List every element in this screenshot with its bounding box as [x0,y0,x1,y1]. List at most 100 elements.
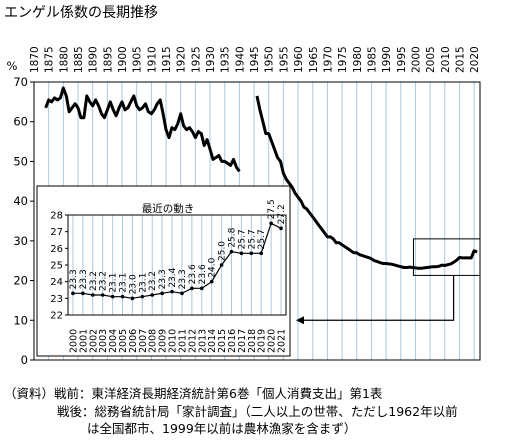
recent-period-highlight-box [412,238,481,276]
inset-x-tick-label: 2006 [128,329,139,353]
inset-data-label: 23.2 [99,271,109,291]
inset-data-label: 23.1 [119,273,129,293]
inset-x-tick-label: 2007 [138,329,149,353]
prewar-series-line [44,86,241,173]
inset-x-tick-label: 2020 [267,329,278,353]
inset-data-point [130,296,135,301]
main-x-tick-label: 1970 [322,46,334,73]
main-x-tick-label: 1900 [117,46,129,73]
inset-data-point [249,251,254,256]
inset-data-label: 23.2 [89,271,99,291]
inset-data-label: 23.1 [138,273,148,293]
main-x-tick-label: 1895 [102,46,114,73]
inset-data-label: 23.0 [128,274,138,294]
main-x-tick-label: 2000 [410,46,422,73]
main-x-tick-label: 2020 [469,46,481,73]
main-x-tick-label: 2015 [454,46,466,73]
inset-data-point [259,251,264,256]
inset-data-label: 23.3 [69,269,79,289]
inset-data-label: 23.6 [188,264,198,284]
main-x-tick-label: 1960 [293,46,305,73]
inset-data-label: 25.7 [247,229,257,249]
recent-trend-inset: 最近の動き20002001200220032004200520062007200… [36,185,291,357]
main-x-tick-label: 1945 [249,46,261,73]
inset-data-label: 25.7 [257,229,267,249]
main-x-tick-label: 1890 [88,46,100,73]
inset-x-tick-label: 2005 [118,329,129,353]
inset-x-tick-label: 2001 [78,329,89,353]
main-x-tick-label: 1870 [29,46,41,73]
main-x-tick-label: 1925 [190,46,202,73]
inset-connector-arrowhead [296,316,304,325]
main-x-tick-label: 1950 [264,46,276,73]
inset-data-point [219,263,224,267]
inset-y-tick-label: 22 [50,311,63,322]
inset-data-label: 23.3 [79,269,89,289]
inset-data-point [170,289,174,294]
inset-data-point [90,293,95,297]
main-x-tick-label: 1920 [176,46,188,73]
inset-data-point [120,294,125,299]
inset-data-point [229,249,234,254]
main-x-tick-label: 1930 [205,46,217,73]
inset-x-tick-label: 2009 [158,329,169,353]
main-y-tick-label: 20 [13,274,28,288]
main-x-tick-label: 1990 [381,46,393,73]
postwar-series-line [255,95,478,270]
inset-data-label: 25.7 [237,229,247,249]
main-y-axis-label: % [7,59,18,73]
inset-data-point [209,279,214,284]
inset-data-label: 23.3 [158,269,168,289]
inset-data-point [190,286,194,291]
inset-frame [36,185,291,357]
main-y-tick-label: 60 [13,115,28,129]
inset-data-label: 24.0 [208,257,218,277]
chart-title: エンゲル係数の長期推移 [4,5,158,21]
main-x-tick-label: 1910 [146,46,158,73]
inset-x-tick-label: 2017 [237,329,248,353]
inset-y-tick-label: 26 [50,244,63,255]
inset-x-tick-label: 2004 [108,329,119,353]
main-x-tick-label: 1940 [234,46,246,73]
inset-x-tick-label: 2021 [277,329,288,353]
inset-y-tick-label: 25 [50,261,63,272]
inset-y-tick-label: 28 [50,211,63,222]
inset-data-point [180,291,184,296]
inset-data-point [279,226,283,231]
main-y-tick-label: 70 [13,75,28,89]
main-x-tick-label: 1955 [278,46,290,73]
inset-data-point [100,293,105,297]
inset-data-point [239,251,244,256]
inset-x-tick-label: 2010 [168,329,179,353]
inset-x-tick-label: 2008 [148,329,159,353]
inset-y-tick-label: 23 [50,294,63,305]
main-y-tick-label: 10 [13,313,28,327]
inset-data-label: 23.1 [109,273,119,293]
inset-data-label: 23.3 [178,269,188,289]
inset-series-line [73,222,282,299]
inset-data-label: 23.2 [148,271,158,291]
main-x-tick-label: 1880 [58,46,70,73]
inset-y-tick-label: 24 [50,277,63,288]
main-x-tick-label: 1935 [220,46,232,73]
main-y-tick-label: 0 [21,353,28,367]
inset-data-label: 23.6 [198,264,208,284]
inset-x-tick-label: 2002 [88,329,99,353]
inset-x-tick-label: 2015 [217,329,228,353]
main-x-tick-label: 1885 [73,46,85,73]
inset-y-tick-label: 27 [50,227,63,238]
inset-data-point [81,291,85,296]
inset-data-label: 25.8 [228,227,238,247]
main-x-tick-label: 1875 [44,46,56,73]
inset-data-label: 27.2 [277,204,287,224]
inset-x-tick-label: 2000 [68,329,79,353]
main-x-tick-label: 1985 [366,46,378,73]
main-x-tick-label: 1905 [132,46,144,73]
source-line-3: は全国都市、1999年以前は農林漁家を含まず） [87,421,357,436]
inset-data-point [140,294,145,299]
inset-x-tick-label: 2018 [247,329,258,353]
inset-data-point [110,294,115,299]
inset-data-label: 25.0 [218,241,228,261]
main-x-tick-label: 1980 [352,46,364,73]
